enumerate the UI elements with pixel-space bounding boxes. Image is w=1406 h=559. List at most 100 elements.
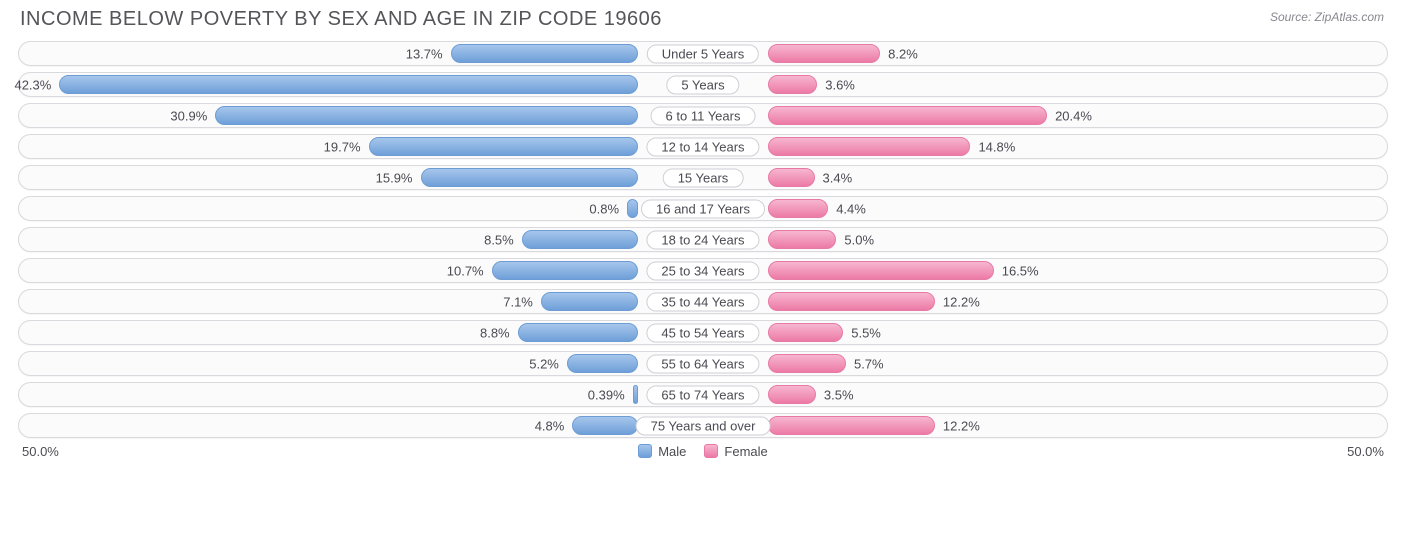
chart-row: 13.7% 8.2% Under 5 Years: [18, 41, 1388, 66]
female-value: 5.7%: [854, 356, 884, 371]
male-bar: [518, 323, 638, 342]
male-bar: [627, 199, 638, 218]
legend-item-male: Male: [638, 444, 686, 459]
category-pill: 6 to 11 Years: [651, 106, 756, 125]
male-swatch-icon: [638, 444, 652, 458]
axis-row: 50.0% Male Female 50.0%: [18, 444, 1388, 459]
male-half: 13.7%: [19, 42, 703, 65]
male-half: 8.5%: [19, 228, 703, 251]
female-value: 5.5%: [851, 325, 881, 340]
male-bar: [522, 230, 638, 249]
chart-row: 5.2%5.7%55 to 64 Years: [18, 351, 1388, 376]
female-value: 4.4%: [836, 201, 866, 216]
female-value: 16.5%: [1002, 263, 1039, 278]
male-half: 4.8%: [19, 414, 703, 437]
female-value: 20.4%: [1055, 108, 1092, 123]
female-half: 4.4%: [703, 197, 1387, 220]
female-value: 3.6%: [825, 77, 855, 92]
category-pill: 15 Years: [663, 168, 744, 187]
female-half: 14.8%: [703, 135, 1387, 158]
axis-left-label: 50.0%: [22, 444, 59, 459]
legend-male-label: Male: [658, 444, 686, 459]
category-pill: 12 to 14 Years: [646, 137, 759, 156]
female-bar: [768, 168, 815, 187]
male-bar: [572, 416, 638, 435]
male-half: 0.39%: [19, 383, 703, 406]
male-half: 15.9%: [19, 166, 703, 189]
chart-row: 19.7% 14.8%12 to 14 Years: [18, 134, 1388, 159]
male-value: 42.3%: [14, 77, 51, 92]
chart-row: 7.1%12.2%35 to 44 Years: [18, 289, 1388, 314]
female-bar: [768, 75, 817, 94]
male-half: 0.8%: [19, 197, 703, 220]
female-bar: [768, 199, 828, 218]
female-half: 16.5%: [703, 259, 1387, 282]
male-bar: [421, 168, 639, 187]
female-half: 12.2%: [703, 290, 1387, 313]
female-bar: [768, 323, 843, 342]
male-bar: [451, 44, 638, 63]
male-bar: [215, 106, 638, 125]
female-value: 8.2%: [888, 46, 918, 61]
male-value: 19.7%: [324, 139, 361, 154]
category-pill: Under 5 Years: [647, 44, 759, 63]
chart-row: 8.5%5.0%18 to 24 Years: [18, 227, 1388, 252]
legend: Male Female: [638, 444, 768, 459]
category-pill: 25 to 34 Years: [646, 261, 759, 280]
chart-row: 42.3% 3.6% 5 Years: [18, 72, 1388, 97]
female-value: 3.5%: [824, 387, 854, 402]
chart-row: 15.9% 3.4% 15 Years: [18, 165, 1388, 190]
female-half: 3.5%: [703, 383, 1387, 406]
male-half: 42.3%: [19, 73, 703, 96]
male-value: 13.7%: [406, 46, 443, 61]
male-half: 7.1%: [19, 290, 703, 313]
female-bar: [768, 416, 935, 435]
chart-rows: 13.7% 8.2% Under 5 Years 42.3% 3.6% 5 Years 30…: [18, 41, 1388, 438]
male-value: 0.39%: [588, 387, 625, 402]
male-bar: [567, 354, 638, 373]
category-pill: 18 to 24 Years: [646, 230, 759, 249]
category-pill: 45 to 54 Years: [646, 323, 759, 342]
female-value: 12.2%: [943, 294, 980, 309]
category-pill: 65 to 74 Years: [646, 385, 759, 404]
male-value: 0.8%: [589, 201, 619, 216]
chart-row: 0.39% 3.5% 65 to 74 Years: [18, 382, 1388, 407]
chart-row: 30.9% 20.4% 6 to 11 Years: [18, 103, 1388, 128]
male-half: 10.7%: [19, 259, 703, 282]
female-bar: [768, 137, 970, 156]
male-bar: [541, 292, 638, 311]
male-bar: [633, 385, 638, 404]
female-bar: [768, 261, 994, 280]
female-half: 3.6%: [703, 73, 1387, 96]
chart-row: 4.8%12.2%75 Years and over: [18, 413, 1388, 438]
female-bar: [768, 106, 1047, 125]
female-half: 8.2%: [703, 42, 1387, 65]
legend-female-label: Female: [724, 444, 767, 459]
female-value: 3.4%: [823, 170, 853, 185]
female-bar: [768, 385, 816, 404]
male-half: 19.7%: [19, 135, 703, 158]
male-value: 30.9%: [170, 108, 207, 123]
male-bar: [59, 75, 638, 94]
male-value: 15.9%: [376, 170, 413, 185]
female-half: 12.2%: [703, 414, 1387, 437]
category-pill: 5 Years: [666, 75, 739, 94]
male-half: 8.8%: [19, 321, 703, 344]
chart-container: INCOME BELOW POVERTY BY SEX AND AGE IN Z…: [0, 0, 1406, 559]
male-half: 30.9%: [19, 104, 703, 127]
male-value: 8.8%: [480, 325, 510, 340]
source-attribution: Source: ZipAtlas.com: [1270, 10, 1384, 24]
legend-item-female: Female: [704, 444, 767, 459]
male-half: 5.2%: [19, 352, 703, 375]
female-bar: [768, 292, 935, 311]
chart-row: 0.8% 4.4% 16 and 17 Years: [18, 196, 1388, 221]
female-value: 12.2%: [943, 418, 980, 433]
female-half: 20.4%: [703, 104, 1387, 127]
chart-row: 8.8% 5.5% 45 to 54 Years: [18, 320, 1388, 345]
female-half: 5.7%: [703, 352, 1387, 375]
male-value: 7.1%: [503, 294, 533, 309]
axis-right-label: 50.0%: [1347, 444, 1384, 459]
male-value: 10.7%: [447, 263, 484, 278]
female-bar: [768, 44, 880, 63]
category-pill: 16 and 17 Years: [641, 199, 765, 218]
